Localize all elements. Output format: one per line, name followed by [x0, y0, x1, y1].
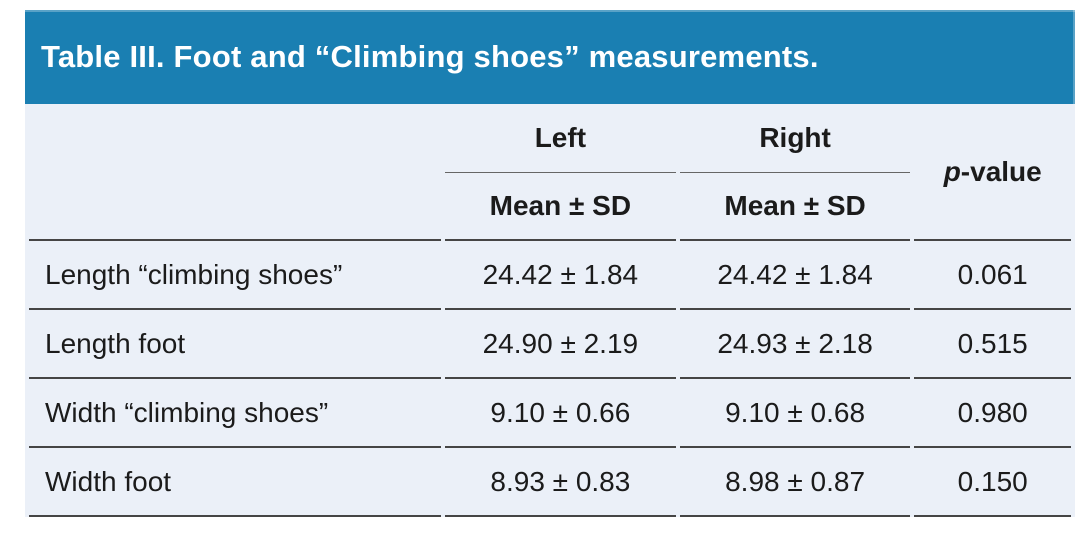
- cell-pvalue: 0.061: [914, 241, 1071, 310]
- cell-left-value: 9.10 ± 0.66: [445, 379, 676, 448]
- cell-pvalue: 0.515: [914, 310, 1071, 379]
- header-row-mean-sd: Mean ± SD Mean ± SD: [29, 173, 1071, 241]
- pvalue-italic-p: p: [943, 155, 961, 187]
- row-label: Width foot: [29, 448, 441, 517]
- cell-pvalue: 0.150: [914, 448, 1071, 517]
- table-row: Width “climbing shoes” 9.10 ± 0.66 9.10 …: [29, 379, 1071, 448]
- row-label: Length foot: [29, 310, 441, 379]
- subheader-right-mean-sd: Mean ± SD: [679, 173, 911, 241]
- cell-right-value: 24.93 ± 2.18: [679, 310, 911, 379]
- cell-left-value: 8.93 ± 0.83: [445, 448, 676, 517]
- cell-left-value: 24.42 ± 1.84: [445, 241, 676, 310]
- subheader-blank-cell: [29, 173, 441, 241]
- row-label: Width “climbing shoes”: [29, 379, 441, 448]
- column-header-pvalue: p-value: [914, 104, 1071, 241]
- measurement-table-card: Table III. Foot and “Climbing shoes” mea…: [25, 10, 1075, 517]
- column-header-left: Left: [445, 104, 676, 173]
- cell-pvalue: 0.980: [914, 379, 1071, 448]
- cell-right-value: 24.42 ± 1.84: [679, 241, 911, 310]
- cell-right-value: 9.10 ± 0.68: [679, 379, 911, 448]
- row-label: Length “climbing shoes”: [29, 241, 441, 310]
- table-row: Width foot 8.93 ± 0.83 8.98 ± 0.87 0.150: [29, 448, 1071, 517]
- header-row-sides: Left Right p-value: [29, 104, 1071, 241]
- pvalue-rest: -value: [960, 155, 1042, 187]
- table-title-bar: Table III. Foot and “Climbing shoes” mea…: [25, 10, 1075, 104]
- measurements-table: Left Right p-value Mean ± SD Mean ± SD L…: [25, 104, 1075, 517]
- column-header-right: Right: [679, 104, 911, 173]
- table-title: Table III. Foot and “Climbing shoes” mea…: [41, 39, 819, 74]
- cell-right-value: 8.98 ± 0.87: [679, 448, 911, 517]
- subheader-left-mean-sd: Mean ± SD: [445, 173, 676, 241]
- table-row: Length foot 24.90 ± 2.19 24.93 ± 2.18 0.…: [29, 310, 1071, 379]
- table-row: Length “climbing shoes” 24.42 ± 1.84 24.…: [29, 241, 1071, 310]
- header-blank-cell: [29, 104, 441, 173]
- cell-left-value: 24.90 ± 2.19: [445, 310, 676, 379]
